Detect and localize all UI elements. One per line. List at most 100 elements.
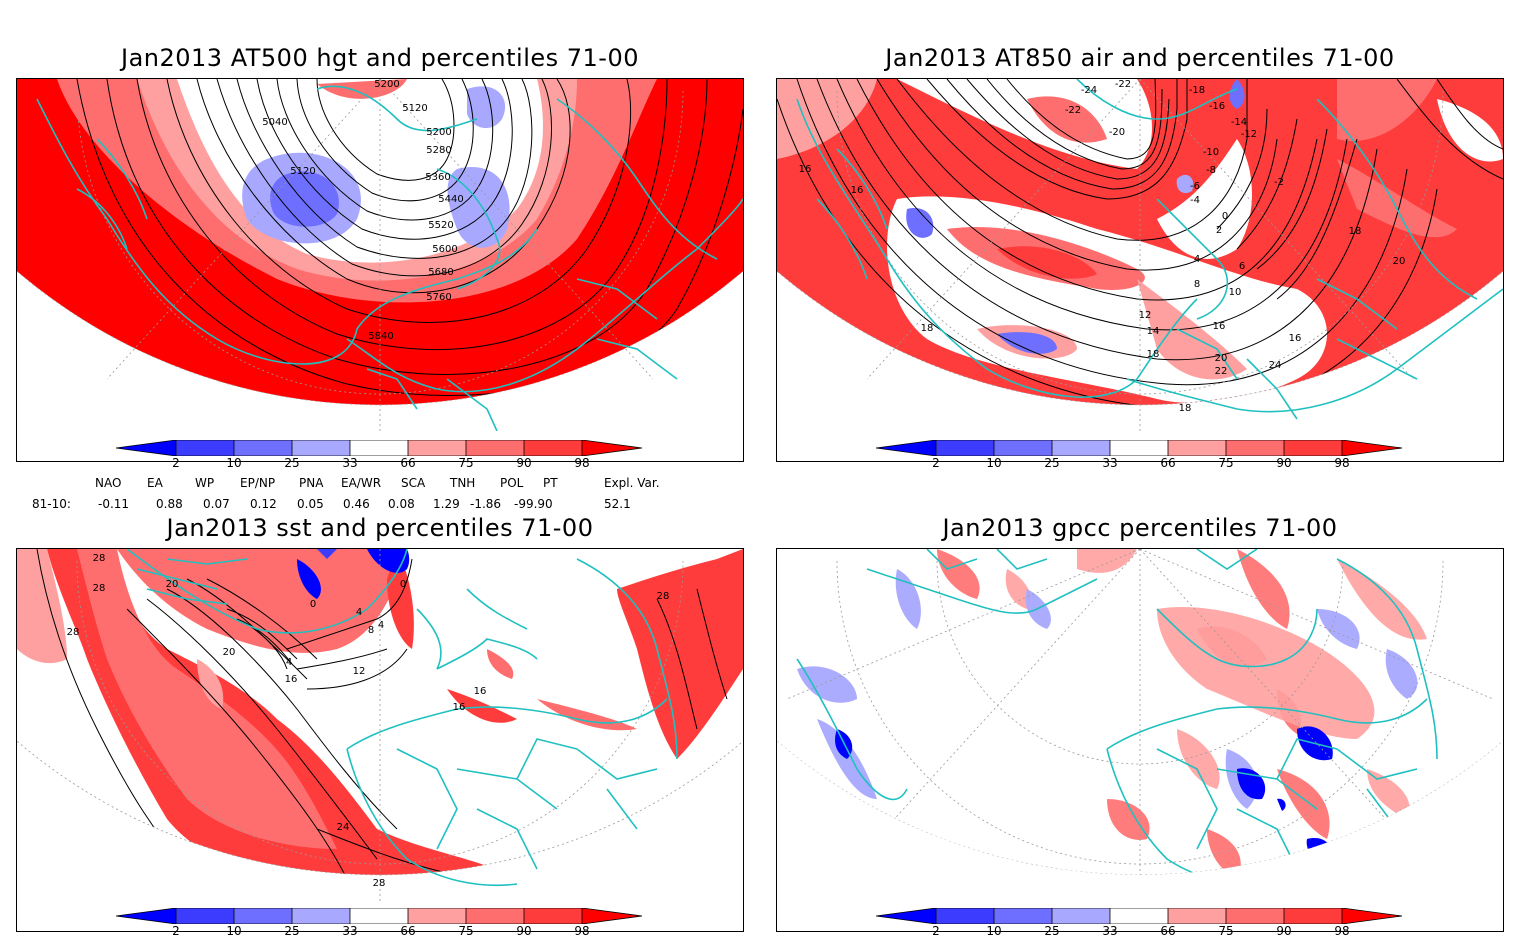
contour-label: 5200 <box>426 127 451 138</box>
contour-label: 5120 <box>402 103 427 114</box>
colorbar-label: 25 <box>1044 456 1060 470</box>
colorbar-swatch <box>876 440 936 456</box>
colorbar-label: 25 <box>284 924 300 938</box>
index-header: Expl. Var. <box>604 476 660 490</box>
contour-label: -22 <box>1115 79 1131 90</box>
contour-label: 5840 <box>368 331 393 342</box>
contour-label: 5760 <box>426 292 451 303</box>
colorbar-label: 33 <box>1102 456 1118 470</box>
colorbar-swatch <box>408 908 466 924</box>
index-value: 0.08 <box>388 497 415 511</box>
map-panel-gpcc <box>776 548 1504 932</box>
index-value: 1.29 <box>433 497 460 511</box>
contour-label: 28 <box>657 591 670 602</box>
contour-label: 4 <box>1194 254 1200 265</box>
colorbar-swatch <box>408 440 466 456</box>
colorbar-swatch <box>582 908 642 924</box>
colorbar-label: 90 <box>516 456 532 470</box>
colorbar-swatch <box>1052 440 1110 456</box>
contour-label: 18 <box>921 323 934 334</box>
colorbar-label: 25 <box>284 456 300 470</box>
contour-label: -12 <box>1241 129 1257 140</box>
colorbar-svg <box>115 907 643 925</box>
colorbar-label: 66 <box>400 924 416 938</box>
contour-label: 5440 <box>438 194 463 205</box>
contour-label: 4 <box>356 607 362 618</box>
panel-title-sst: Jan2013 sst and percentiles 71-00 <box>166 514 594 542</box>
contour-label: -10 <box>1203 147 1219 158</box>
colorbar-label: 66 <box>1160 924 1176 938</box>
index-value: 0.05 <box>297 497 324 511</box>
colorbar-label: 90 <box>1276 924 1292 938</box>
index-header: EA/WR <box>341 476 382 490</box>
colorbar-label: 75 <box>1218 924 1234 938</box>
panel-title-air: Jan2013 AT850 air and percentiles 71-00 <box>885 44 1395 72</box>
contour-label: 28 <box>93 583 106 594</box>
colorbar-swatch <box>116 908 176 924</box>
contour-label: 24 <box>337 822 350 833</box>
contour-label: 16 <box>453 702 466 713</box>
colorbar-svg <box>875 439 1403 457</box>
colorbar-swatch <box>1284 908 1342 924</box>
index-row-label: 81-10: <box>32 497 71 511</box>
colorbar-swatch <box>1226 908 1284 924</box>
contour-label: 5680 <box>428 267 453 278</box>
colorbar-label: 33 <box>1102 924 1118 938</box>
colorbar-swatch <box>936 908 994 924</box>
index-value: 0.12 <box>250 497 277 511</box>
colorbar-label: 66 <box>1160 456 1176 470</box>
colorbar-label: 2 <box>932 456 940 470</box>
index-header: EP/NP <box>240 476 276 490</box>
contour-label: 16 <box>474 686 487 697</box>
index-value: 0.07 <box>203 497 230 511</box>
colorbar-label: 2 <box>172 924 180 938</box>
colorbar-swatch <box>1342 440 1402 456</box>
index-value: -0.11 <box>98 497 130 511</box>
contour-label: 12 <box>1139 310 1152 321</box>
colorbar-label: 75 <box>458 924 474 938</box>
colorbar-swatch <box>1226 440 1284 456</box>
contour-label: -20 <box>1109 127 1125 138</box>
contour-label: 0 <box>1222 211 1228 222</box>
contour-label: -2 <box>1274 177 1284 188</box>
contour-label: -18 <box>1189 85 1205 96</box>
colorbar-label: 98 <box>574 456 590 470</box>
colorbar-swatch <box>1168 908 1226 924</box>
colorbar-swatch <box>1284 440 1342 456</box>
contour-label: -6 <box>1190 181 1200 192</box>
index-header: SCA <box>401 476 426 490</box>
contour-label: -14 <box>1231 117 1247 128</box>
colorbar-swatch <box>936 440 994 456</box>
contour-label: 18 <box>1179 403 1192 414</box>
colorbar-swatch <box>876 908 936 924</box>
contour-label: -4 <box>1190 195 1200 206</box>
contour-label: 0 <box>310 599 316 610</box>
contour-label: 4 <box>286 657 292 668</box>
colorbar-label: 2 <box>172 456 180 470</box>
index-header: WP <box>195 476 215 490</box>
colorbar-svg <box>115 439 643 457</box>
colorbar-swatch <box>1052 908 1110 924</box>
colorbar-label: 90 <box>516 924 532 938</box>
contour-label: 14 <box>1147 326 1160 337</box>
contour-label: 24 <box>1269 360 1282 371</box>
colorbar-label: 10 <box>986 456 1002 470</box>
contour-label: 28 <box>373 878 386 889</box>
index-header: EA <box>147 476 163 490</box>
map-sst-svg: 28 28 28 20 20 4 0 0 4 8 4 16 12 16 16 2… <box>17 549 743 901</box>
contour-label: -24 <box>1081 85 1097 96</box>
index-header: PT <box>543 476 558 490</box>
colorbar-sst: 2 10 25 33 66 75 90 98 <box>115 907 646 944</box>
colorbar-swatch <box>582 440 642 456</box>
index-value: 52.1 <box>604 497 631 511</box>
contour-label: 20 <box>1393 256 1406 267</box>
contour-label: 5200 <box>374 79 399 90</box>
contour-label: 5360 <box>425 172 450 183</box>
colorbar-swatch <box>176 908 234 924</box>
contour-label: 5280 <box>426 145 451 156</box>
colorbar-swatch <box>234 440 292 456</box>
colorbar-swatch <box>994 440 1052 456</box>
colorbar-swatch <box>524 908 582 924</box>
colorbar-hgt: 2 10 25 33 66 75 90 98 <box>115 439 646 476</box>
index-value: -99.90 <box>514 497 553 511</box>
